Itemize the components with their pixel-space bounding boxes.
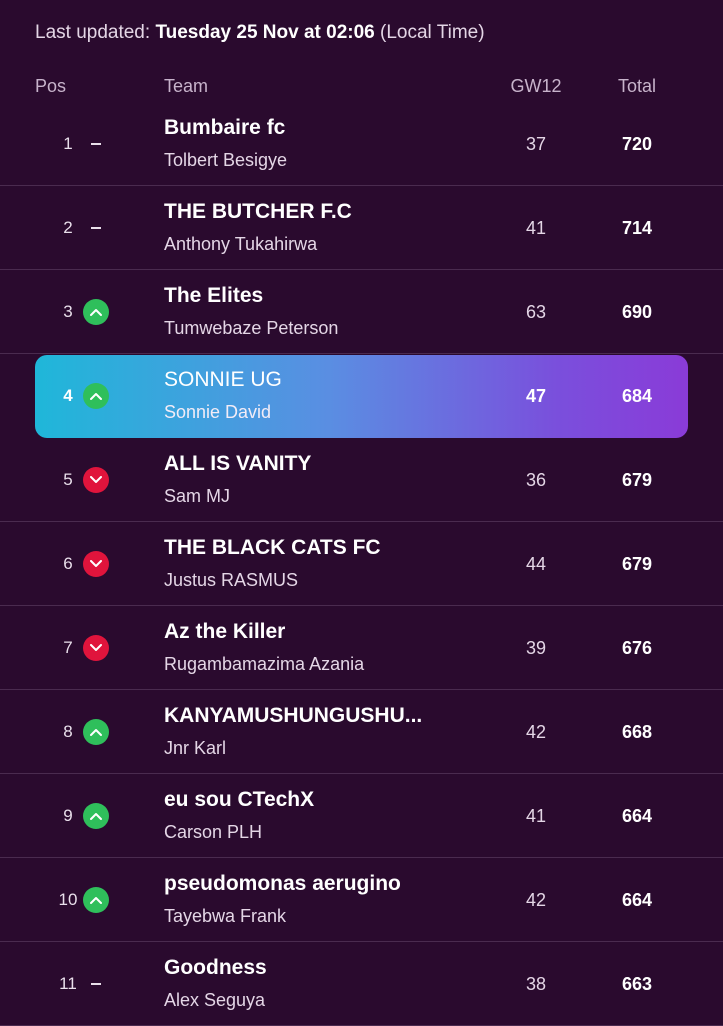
column-header-team: Team <box>164 76 209 96</box>
manager-name: Rugambamazima Azania <box>164 654 365 674</box>
total-points: 679 <box>621 554 653 574</box>
row-position: 11 <box>59 974 77 993</box>
row-position: 1 <box>63 134 73 153</box>
total-points: 668 <box>621 722 653 742</box>
arrow-up-icon <box>82 298 110 326</box>
column-header-gw: GW12 <box>510 76 562 96</box>
gameweek-points: 41 <box>525 218 547 238</box>
manager-name: Carson PLH <box>164 822 263 842</box>
team-name[interactable]: SONNIE UG <box>164 368 282 391</box>
arrow-down-icon <box>82 550 110 578</box>
total-points: 690 <box>621 302 653 322</box>
last-updated-prefix: Last updated: <box>35 22 151 43</box>
total-points: 664 <box>621 806 653 826</box>
arrow-up-icon <box>82 718 110 746</box>
total-points: 714 <box>621 218 653 238</box>
manager-name: Tumwebaze Peterson <box>164 318 339 338</box>
table-row[interactable]: 9 eu sou CTechX Carson PLH 41 664 <box>0 774 723 858</box>
row-position: 5 <box>63 470 73 489</box>
gameweek-points: 36 <box>525 470 547 490</box>
table-row[interactable]: 1 Bumbaire fc Tolbert Besigye 37 720 <box>0 102 723 186</box>
table-row[interactable]: 8 KANYAMUSHUNGUSHU... Jnr Karl 42 668 <box>0 690 723 774</box>
team-name[interactable]: Goodness <box>164 956 267 979</box>
last-updated-suffix: (Local Time) <box>380 22 485 43</box>
table-row[interactable]: 5 ALL IS VANITY Sam MJ 36 679 <box>0 438 723 522</box>
total-points: 664 <box>621 890 653 910</box>
team-name[interactable]: Bumbaire fc <box>164 116 286 139</box>
last-updated-text: Last updated: Tuesday 25 Nov at 02:06 (L… <box>35 22 485 44</box>
table-row[interactable]: 7 Az the Killer Rugambamazima Azania 39 676 <box>0 606 723 690</box>
arrow-up-icon <box>82 886 110 914</box>
team-name[interactable]: THE BLACK CATS FC <box>164 536 381 559</box>
row-position: 3 <box>63 302 73 321</box>
highlight-background <box>35 355 688 438</box>
row-position: 10 <box>58 890 78 909</box>
row-position: 7 <box>63 638 73 657</box>
row-position: 8 <box>63 722 73 741</box>
gameweek-points: 44 <box>525 554 547 574</box>
team-name[interactable]: ALL IS VANITY <box>164 452 312 475</box>
team-name[interactable]: The Elites <box>164 284 264 307</box>
total-points: 676 <box>621 638 653 658</box>
total-points: 684 <box>621 386 653 406</box>
manager-name: Anthony Tukahirwa <box>164 234 318 254</box>
manager-name: Jnr Karl <box>164 738 227 758</box>
team-name[interactable]: pseudomonas aerugino <box>164 872 401 895</box>
arrow-up-icon <box>82 802 110 830</box>
manager-name: Tolbert Besigye <box>164 150 288 170</box>
no-change-dash-icon <box>82 970 110 998</box>
team-name[interactable]: THE BUTCHER F.C <box>164 200 352 223</box>
column-header-total: Total <box>617 76 657 96</box>
team-name[interactable]: Az the Killer <box>164 620 286 643</box>
team-name[interactable]: eu sou CTechX <box>164 788 315 811</box>
manager-name: Tayebwa Frank <box>164 906 287 926</box>
manager-name: Alex Seguya <box>164 990 266 1010</box>
total-points: 720 <box>621 134 653 154</box>
manager-name: Justus RASMUS <box>164 570 299 590</box>
table-row[interactable]: 11 Goodness Alex Seguya 38 663 <box>0 942 723 1026</box>
gameweek-points: 37 <box>525 134 547 154</box>
last-updated-date: Tuesday 25 Nov at 02:06 <box>155 22 375 43</box>
gameweek-points: 42 <box>525 722 547 742</box>
gameweek-points: 41 <box>525 806 547 826</box>
row-position: 6 <box>63 554 73 573</box>
arrow-down-icon <box>82 634 110 662</box>
table-row[interactable]: 3 The Elites Tumwebaze Peterson 63 690 <box>0 270 723 354</box>
table-row[interactable]: 2 THE BUTCHER F.C Anthony Tukahirwa 41 714 <box>0 186 723 270</box>
standings-table: 1 Bumbaire fc Tolbert Besigye 37 720 2 THE BUT… <box>0 102 723 1026</box>
column-header-pos: Pos <box>35 76 67 96</box>
table-row[interactable]: 10 pseudomonas aerugino Tayebwa Frank 42 664 <box>0 858 723 942</box>
manager-name: Sam MJ <box>164 486 231 506</box>
gameweek-points: 47 <box>525 386 547 406</box>
gameweek-points: 39 <box>525 638 547 658</box>
total-points: 663 <box>621 974 653 994</box>
manager-name: Sonnie David <box>164 402 272 422</box>
table-row[interactable]: 4 SONNIE UG Sonnie David 47 684 <box>0 354 723 438</box>
total-points: 679 <box>621 470 653 490</box>
table-row[interactable]: 6 THE BLACK CATS FC Justus RASMUS 44 679 <box>0 522 723 606</box>
row-position: 9 <box>63 806 73 825</box>
gameweek-points: 42 <box>525 890 547 910</box>
team-name[interactable]: KANYAMUSHUNGUSHU... <box>164 704 423 727</box>
row-position: 4 <box>63 386 73 405</box>
no-change-dash-icon <box>82 214 110 242</box>
arrow-down-icon <box>82 466 110 494</box>
table-header: Pos Team GW12 Total <box>0 76 723 100</box>
row-position: 2 <box>63 218 73 237</box>
gameweek-points: 63 <box>525 302 547 322</box>
no-change-dash-icon <box>82 130 110 158</box>
gameweek-points: 38 <box>525 974 547 994</box>
arrow-up-icon <box>82 382 110 410</box>
